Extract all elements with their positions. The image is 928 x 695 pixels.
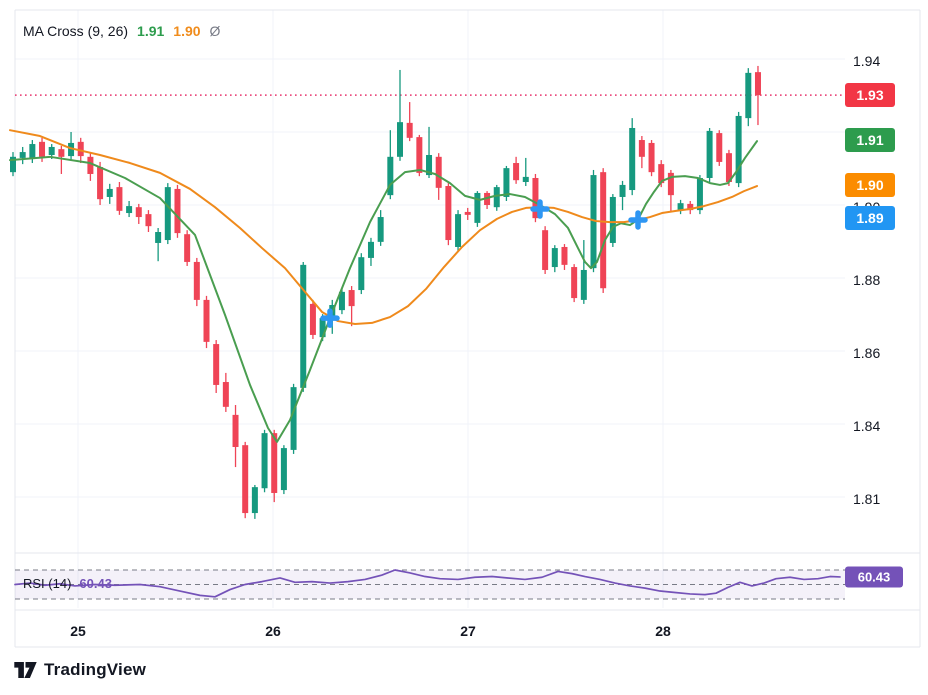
time-axis-label: 26 [265, 623, 281, 639]
price-axis-label: 1.86 [853, 345, 881, 361]
price-axis-label: 1.88 [853, 272, 881, 288]
time-axis[interactable] [15, 610, 845, 647]
price-badge: 1.91 [845, 128, 895, 153]
ma-fast-value: 1.91 [137, 23, 165, 39]
time-axis-label: 25 [70, 623, 86, 639]
price-badge: 1.93 [845, 83, 895, 108]
tradingview-brand-text: TradingView [44, 660, 147, 679]
hide-indicator-icon[interactable]: Ø [209, 23, 221, 39]
rsi-legend: RSI (14) 60.43 [23, 576, 112, 591]
price-axis-label: 1.81 [853, 491, 881, 507]
indicator-legend: MA Cross (9, 26) 1.91 1.90 Ø [23, 23, 220, 39]
price-axis-label: 1.94 [853, 53, 881, 69]
time-axis-label: 28 [655, 623, 671, 639]
price-badge: 1.89 [845, 205, 895, 230]
tradingview-logo[interactable]: TradingView [14, 660, 146, 680]
rsi-title: RSI (14) [23, 576, 72, 591]
tradingview-logo-icon [14, 662, 37, 678]
indicator-title: MA Cross (9, 26) [23, 23, 129, 39]
rsi-badge: 60.43 [845, 566, 903, 588]
time-axis-label: 27 [460, 623, 476, 639]
price-axis-label: 1.84 [853, 418, 881, 434]
price-badge: 1.90 [845, 172, 895, 197]
rsi-value: 60.43 [79, 576, 112, 591]
ma-slow-value: 1.90 [173, 23, 201, 39]
